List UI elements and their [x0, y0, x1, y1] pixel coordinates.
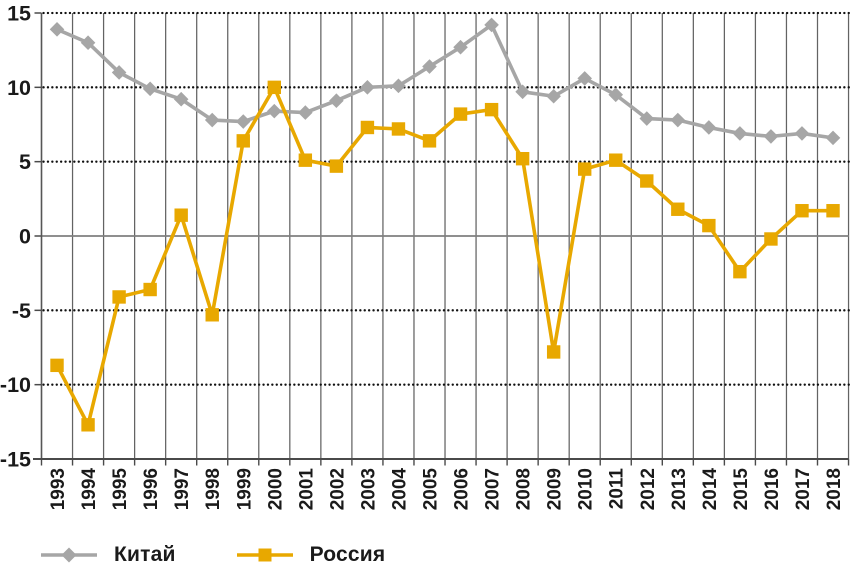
y-axis-label: 5: [19, 150, 31, 174]
x-axis-label: 2005: [421, 468, 442, 511]
russia-marker: [360, 120, 375, 135]
china-marker: [422, 59, 437, 74]
russia-marker: [640, 174, 654, 188]
x-axis-label: 2013: [669, 468, 690, 510]
x-axis-label: 1999: [234, 468, 255, 510]
china-marker: [577, 71, 592, 86]
y-axis-label: 10: [7, 76, 31, 100]
russia-marker: [143, 282, 157, 297]
russia-marker: [298, 153, 313, 167]
russia-marker: [174, 208, 188, 222]
legend-label-china: Китай: [114, 543, 176, 566]
x-axis-label: 1995: [110, 468, 131, 511]
china-marker: [701, 120, 717, 135]
y-axis-label: -10: [0, 373, 31, 397]
china-marker: [329, 93, 344, 109]
russia-marker: [546, 345, 561, 359]
russia-marker: [484, 102, 499, 117]
x-axis-label: 2002: [327, 468, 348, 510]
x-axis-label: 1996: [141, 468, 162, 510]
x-axis-label: 2017: [793, 468, 814, 510]
x-axis-label: 2011: [607, 468, 628, 510]
x-axis-label: 2006: [452, 468, 473, 510]
x-axis-label: 1993: [48, 468, 69, 510]
x-axis-label: 2009: [545, 468, 566, 510]
x-axis-label: 2018: [824, 468, 845, 510]
y-axis-label: -15: [0, 448, 31, 472]
russia-marker: [267, 80, 281, 95]
x-axis-label: 2007: [483, 468, 504, 510]
china-marker: [298, 105, 313, 120]
y-axis-label: 0: [19, 225, 31, 249]
russia-marker: [764, 232, 778, 246]
russia-marker: [795, 204, 809, 218]
russia-marker: [391, 122, 406, 136]
russia-marker: [733, 264, 747, 279]
y-axis-label: 15: [7, 1, 31, 25]
russia-series-swatch-icon: [236, 548, 293, 562]
x-axis-label: 2001: [296, 468, 317, 511]
russia-marker: [515, 151, 530, 166]
china-marker: [80, 35, 96, 51]
russia-marker: [609, 153, 623, 167]
china-marker: [515, 84, 530, 100]
china-series-swatch-icon: [41, 547, 97, 563]
china-marker: [546, 88, 561, 104]
china-marker: [391, 78, 406, 94]
horizontal-gridlines: 15 10 5 0 -5 -10 -15: [0, 1, 850, 472]
x-axis-label: 1997: [172, 468, 193, 510]
russia-marker: [453, 107, 468, 121]
x-axis-label: 2000: [265, 468, 286, 510]
x-axis-label: 2014: [700, 468, 721, 511]
russia-marker: [702, 218, 716, 233]
china-marker: [763, 129, 779, 144]
china-marker: [608, 87, 624, 103]
x-axis-label: 2010: [576, 468, 597, 510]
russia-marker: [329, 159, 344, 173]
russia-marker: [112, 290, 126, 304]
vertical-gridlines: [40, 13, 850, 466]
russia-marker: [50, 358, 64, 373]
legend-item-china: Китай: [40, 543, 176, 567]
china-marker: [453, 39, 468, 55]
china-marker: [142, 81, 158, 97]
china-marker: [360, 80, 375, 95]
china-marker: [173, 91, 189, 107]
russia-marker: [671, 202, 685, 216]
x-axis-label: 2015: [731, 468, 752, 511]
series-china: [49, 17, 841, 146]
y-axis-label: -5: [12, 299, 31, 323]
russia-marker: [205, 308, 219, 322]
legend: Китай Россия: [40, 543, 385, 567]
x-axis-label: 1994: [79, 468, 100, 511]
legend-item-russia: Россия: [236, 543, 386, 567]
china-marker: [732, 126, 748, 141]
x-axis-label: 2016: [762, 468, 783, 510]
china-marker: [111, 65, 127, 80]
china-marker: [204, 112, 220, 128]
series-russia: [50, 80, 840, 432]
china-marker: [235, 114, 251, 129]
china-marker: [49, 22, 65, 37]
x-axis-label: 1998: [203, 468, 224, 510]
legend-label-russia: Россия: [309, 543, 386, 566]
russia-marker: [578, 162, 592, 176]
x-axis-label: 2012: [638, 468, 659, 510]
x-axis-label: 2004: [389, 468, 410, 511]
china-marker: [825, 130, 841, 146]
china-marker: [670, 112, 686, 128]
russia-marker: [422, 134, 437, 148]
china-marker: [484, 17, 499, 33]
x-axis-label: 2008: [514, 468, 535, 510]
china-marker: [267, 103, 282, 119]
china-marker: [794, 126, 810, 141]
russia-marker: [236, 134, 250, 148]
x-axis-labels: 1993 1994 1995 1996 1997 1998 1999 2000 2001 2002…: [48, 468, 845, 511]
russia-marker: [81, 418, 95, 432]
x-axis-label: 2003: [358, 468, 379, 510]
russia-marker: [826, 204, 840, 218]
china-marker: [639, 111, 655, 126]
